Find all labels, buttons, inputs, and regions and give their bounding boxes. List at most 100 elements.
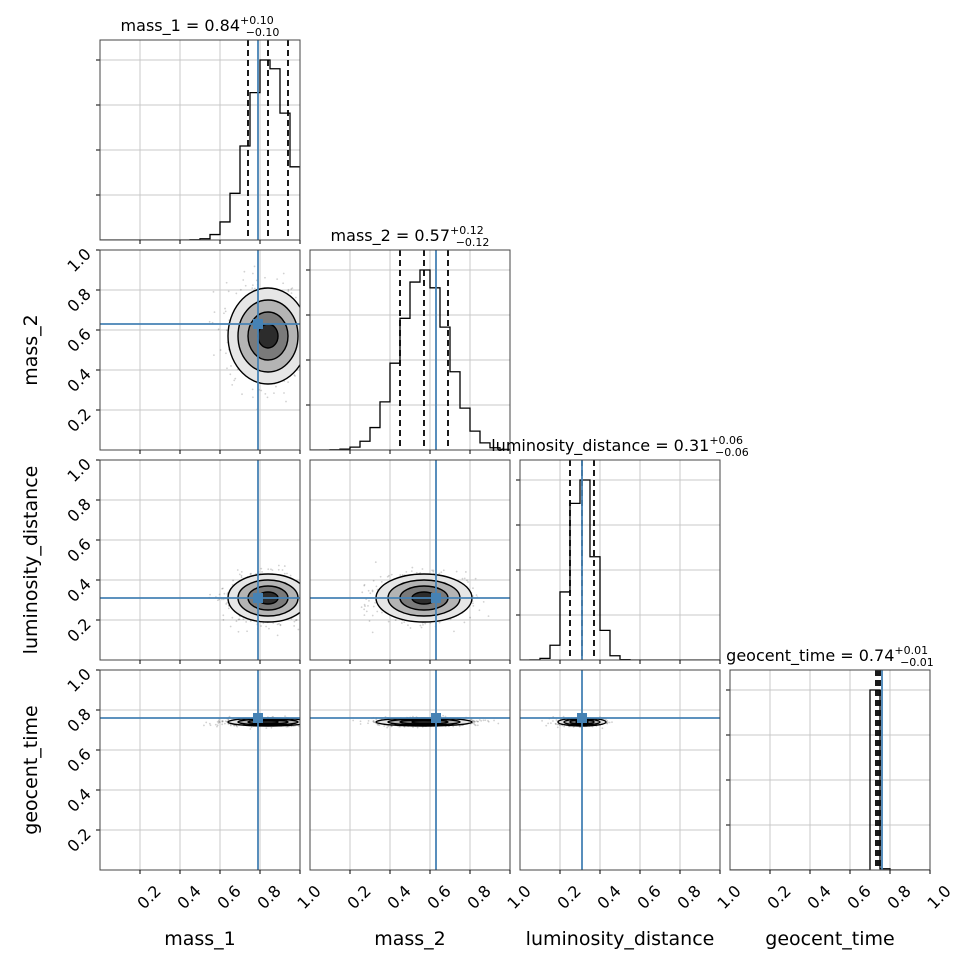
sample-point	[305, 296, 307, 298]
sample-point	[218, 328, 220, 330]
sample-point	[484, 719, 486, 721]
y-tick-label: 0.2	[63, 614, 94, 645]
sample-point	[416, 572, 418, 574]
y-tick-label: 0.8	[63, 284, 94, 315]
sample-point	[302, 592, 304, 594]
sample-point	[295, 297, 297, 299]
x-tick-label: 0.6	[213, 881, 244, 912]
sample-point	[405, 571, 407, 573]
sample-point	[301, 582, 303, 584]
sample-point	[278, 569, 280, 571]
sample-point	[254, 266, 256, 268]
sample-point	[467, 581, 469, 583]
x-tick-label: 0.6	[633, 881, 664, 912]
sample-point	[224, 723, 226, 725]
sample-point	[388, 621, 390, 623]
sample-point	[273, 392, 275, 394]
sample-point	[366, 611, 368, 613]
sample-point	[236, 620, 238, 622]
hist-panel-mass_1: mass_1 = 0.84+0.10 −0.10	[96, 14, 300, 244]
sample-point	[316, 616, 318, 618]
sample-point	[422, 624, 424, 626]
sample-point	[242, 279, 244, 281]
sample-point	[402, 574, 404, 576]
sample-point	[305, 719, 307, 721]
sample-point	[304, 585, 306, 587]
sample-point	[363, 614, 365, 616]
truth-marker	[253, 593, 263, 603]
y-axis-label-luminosity_distance: luminosity_distance	[20, 466, 42, 655]
y-tick-label: 0.4	[63, 784, 94, 815]
panel-frame	[310, 460, 510, 660]
sample-point	[291, 292, 293, 294]
sample-point	[311, 721, 313, 723]
sample-point	[410, 627, 412, 629]
truth-marker	[253, 713, 263, 723]
sample-point	[557, 726, 559, 728]
sample-point	[360, 720, 362, 722]
sample-point	[222, 614, 224, 616]
sample-point	[363, 608, 365, 610]
x-tick-label: 1.0	[713, 881, 744, 912]
sample-point	[311, 334, 313, 336]
sample-point	[297, 629, 299, 631]
sample-point	[315, 720, 317, 722]
sample-point	[305, 722, 307, 724]
x-tick-label: 0.2	[763, 881, 794, 912]
sample-point	[303, 340, 305, 342]
sample-point	[302, 717, 304, 719]
sample-point	[302, 593, 304, 595]
sample-point	[311, 721, 313, 723]
sample-point	[475, 724, 477, 726]
sample-point	[311, 720, 313, 722]
sample-point	[373, 721, 375, 723]
panel-geocent_time-vs-mass_2: 0.2 0.4 0.6 0.8 1.0	[310, 670, 535, 913]
sample-point	[464, 577, 466, 579]
sample-point	[377, 724, 379, 726]
sample-point	[453, 630, 455, 632]
sample-point	[541, 720, 543, 722]
sample-point	[246, 630, 248, 632]
sample-point	[226, 367, 228, 369]
sample-point	[313, 618, 315, 620]
sample-point	[225, 603, 227, 605]
sample-point	[312, 720, 314, 722]
sample-point	[463, 622, 465, 624]
x-tick-label: 0.2	[343, 881, 374, 912]
truth-marker	[577, 713, 587, 723]
sample-point	[314, 324, 316, 326]
sample-point	[475, 578, 477, 580]
sample-point	[421, 627, 423, 629]
sample-point	[469, 617, 471, 619]
sample-point	[312, 324, 314, 326]
sample-point	[241, 393, 243, 395]
title-main: geocent_time = 0.74	[726, 646, 894, 666]
sample-point	[223, 619, 225, 621]
sample-point	[229, 373, 231, 375]
sample-point	[304, 313, 306, 315]
sample-point	[290, 575, 292, 577]
sample-point	[306, 343, 308, 345]
sample-point	[210, 724, 212, 726]
panel-frame	[100, 670, 300, 870]
title-main: mass_2 = 0.57	[331, 226, 450, 246]
sample-point	[472, 603, 474, 605]
panel-frame	[310, 250, 510, 450]
sample-point	[493, 720, 495, 722]
sample-point	[369, 620, 371, 622]
sample-point	[477, 724, 479, 726]
sample-point	[238, 619, 240, 621]
hist-panel-geocent_time: geocent_time = 0.74+0.01 −0.010.2 0.4 0.6 0.…	[726, 644, 955, 913]
sample-point	[252, 273, 254, 275]
y-tick-label: 1.0	[63, 664, 94, 695]
panel-frame	[730, 670, 930, 870]
sample-point	[225, 720, 227, 722]
sample-point	[238, 631, 240, 633]
sample-point	[314, 604, 316, 606]
sample-point	[228, 607, 230, 609]
sample-point	[369, 592, 371, 594]
sample-point	[264, 393, 266, 395]
sample-point	[283, 392, 285, 394]
sample-point	[271, 727, 273, 729]
panel-title: mass_1 = 0.84+0.10 −0.10	[121, 14, 280, 39]
